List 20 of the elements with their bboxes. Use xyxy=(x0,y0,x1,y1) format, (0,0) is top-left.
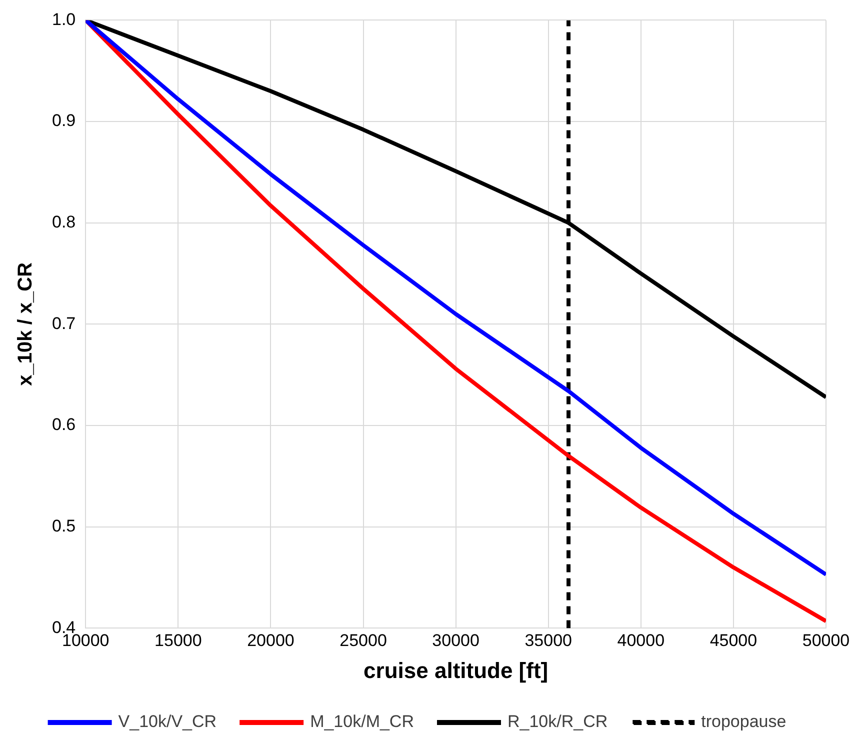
y-tick-label: 0.7 xyxy=(52,314,76,333)
legend-label: tropopause xyxy=(701,712,786,732)
y-axis-title: x_10k / x_CR xyxy=(14,262,37,386)
legend-label: V_10k/V_CR xyxy=(118,712,217,732)
y-tick-label: 0.8 xyxy=(52,212,76,232)
legend-label: R_10k/R_CR xyxy=(507,712,608,732)
legend-label: M_10k/M_CR xyxy=(310,712,414,732)
x-tick-label: 45000 xyxy=(710,631,758,650)
x-tick-label: 15000 xyxy=(154,631,202,650)
x-tick-label: 20000 xyxy=(247,631,294,650)
y-tick-label: 0.5 xyxy=(52,516,76,536)
x-tick-label: 35000 xyxy=(524,631,572,650)
y-tick-label: 0.6 xyxy=(52,415,76,434)
x-tick-label: 40000 xyxy=(617,631,665,650)
x-tick-label: 50000 xyxy=(802,631,850,650)
x-tick-label: 25000 xyxy=(340,631,387,650)
y-tick-label: 1.0 xyxy=(52,10,76,29)
x-tick-label: 30000 xyxy=(432,631,480,650)
y-tick-label: 0.9 xyxy=(52,111,76,130)
x-axis-title: cruise altitude [ft] xyxy=(364,658,548,683)
